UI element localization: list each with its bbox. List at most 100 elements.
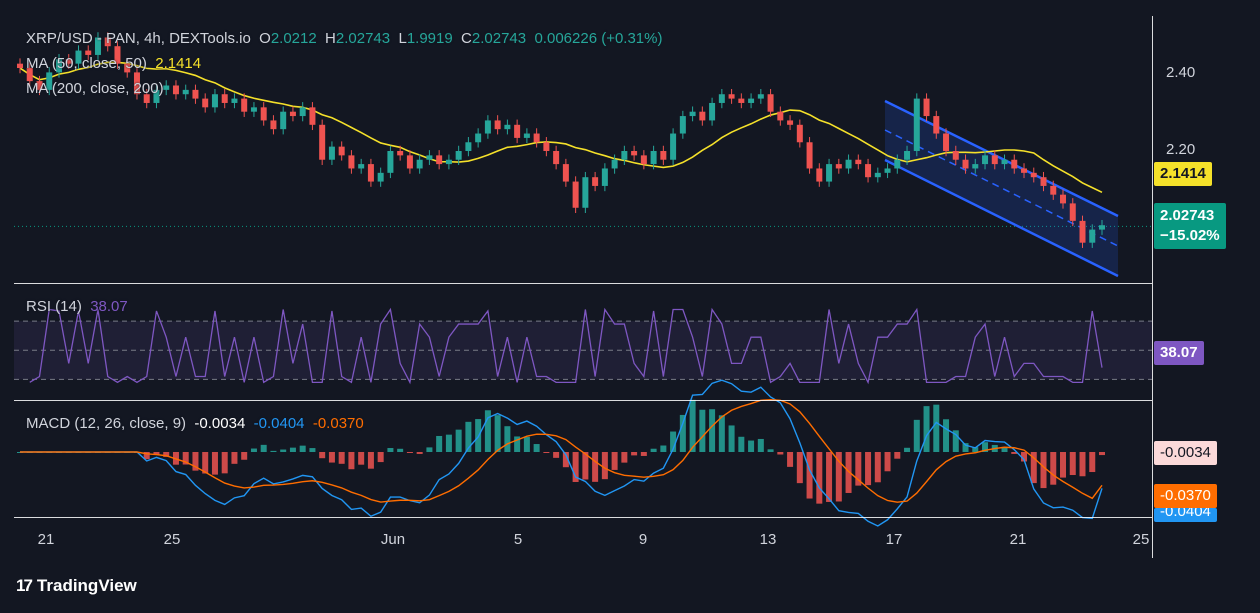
macd-histogram-bar	[1050, 452, 1057, 485]
macd-histogram-bar	[816, 452, 823, 504]
candle-body	[250, 107, 257, 112]
macd-histogram-bar	[1030, 452, 1037, 484]
tradingview-brand: TradingView	[36, 576, 137, 595]
price-tick-220: 2.20	[1166, 141, 1196, 158]
candle-body	[114, 46, 121, 64]
candle-body	[455, 151, 462, 160]
candle-body	[192, 89, 199, 99]
date-label-8: 21	[1009, 531, 1027, 548]
rsi-value: 38.07	[90, 298, 128, 315]
macd-histogram-bar	[874, 452, 881, 483]
ma50-legend[interactable]: MA (50, close, 50) 2.1414	[26, 55, 201, 72]
candle-body	[562, 164, 569, 182]
candle-body	[621, 151, 628, 160]
candle-body	[1079, 220, 1086, 243]
macd-histogram-bar	[865, 452, 872, 486]
macd-histogram-bar	[504, 426, 511, 452]
candle-body	[85, 50, 92, 55]
macd-histogram-bar	[1089, 452, 1096, 473]
candle-body	[153, 89, 160, 103]
macd-histogram-bar	[855, 452, 862, 486]
candle-body	[894, 159, 901, 169]
macd-hist-value: -0.0034	[194, 415, 246, 432]
macd-histogram-bar	[543, 452, 550, 453]
rsi-pane-divider[interactable]	[14, 283, 1152, 284]
candle-body	[972, 164, 979, 169]
candle-body	[377, 172, 384, 182]
candle-body	[484, 120, 491, 134]
macd-histogram-bar	[728, 425, 735, 452]
candle-body	[601, 168, 608, 186]
macd-histogram-bar	[913, 419, 920, 452]
macd-histogram-bar	[962, 443, 969, 452]
candle-body	[26, 68, 33, 82]
macd-histogram-bar	[241, 452, 248, 460]
candle-body	[835, 164, 842, 169]
macd-legend[interactable]: MACD (12, 26, close, 9) -0.0034 -0.0404 …	[26, 415, 364, 432]
channel-mid-line	[884, 129, 1119, 247]
ma200-legend[interactable]: MA (200, close, 200)	[26, 80, 164, 97]
date-label-7: 17	[885, 531, 903, 548]
candle-body	[1060, 194, 1067, 204]
macd-histogram-bar	[299, 445, 306, 452]
rsi-line	[29, 307, 1103, 385]
rsi-tag: 38.07	[1154, 341, 1204, 365]
macd-signal-line	[20, 398, 1103, 503]
candle-body	[796, 124, 803, 143]
candle-body	[1099, 225, 1105, 230]
ohlc-l-label: L	[398, 30, 407, 47]
macd-histogram-bar	[884, 452, 891, 472]
macd-histogram-bar	[631, 452, 638, 456]
candle-body	[133, 72, 140, 95]
candle-body	[923, 98, 930, 117]
candle-body	[523, 133, 530, 138]
candle-body	[416, 159, 423, 169]
channel-upper-line	[884, 99, 1119, 218]
candle-body	[280, 111, 287, 130]
macd-histogram-bar	[514, 436, 521, 452]
rsi-legend[interactable]: RSI (14) 38.07	[26, 298, 128, 315]
tradingview-logo[interactable]: 17 TradingView	[16, 576, 137, 596]
candle-body	[182, 89, 189, 95]
macd-histogram-bar	[1040, 452, 1047, 489]
candle-body	[124, 63, 131, 73]
macd-histogram-bar	[601, 452, 608, 480]
candle-body	[348, 155, 355, 169]
symbol-title: XRP/USD - PAN, 4h, DEXTools.io	[26, 30, 251, 47]
macd-histogram-bar	[387, 448, 394, 452]
candle-body	[65, 59, 72, 64]
macd-histogram-bar	[280, 449, 287, 452]
macd-histogram-bar	[1021, 452, 1028, 462]
last-price: 2.02743	[1160, 207, 1215, 224]
macd-histogram-bar	[153, 452, 160, 455]
macd-histogram-bar	[796, 452, 803, 484]
macd-histogram-bar	[1099, 452, 1105, 456]
macd-pane-divider[interactable]	[14, 400, 1152, 401]
price-axis-border	[1152, 16, 1153, 558]
candle-body	[1011, 159, 1018, 169]
candle-body	[991, 155, 998, 165]
macd-histogram-bar	[660, 445, 667, 452]
macd-histogram-bar	[289, 447, 296, 452]
candle-body	[494, 120, 501, 130]
macd-histogram-bar	[933, 404, 940, 452]
symbol-legend[interactable]: XRP/USD - PAN, 4h, DEXTools.io O2.0212 H…	[26, 30, 662, 47]
candle-body	[445, 159, 452, 165]
candle-body	[1030, 172, 1037, 178]
axis-corner	[1153, 529, 1259, 558]
candle-body	[55, 59, 62, 73]
candle-body	[436, 155, 443, 165]
candle-body	[231, 98, 238, 103]
candle-body	[728, 94, 735, 99]
candle-body	[1089, 229, 1096, 243]
macd-histogram-bar	[640, 452, 647, 456]
date-label-3: Jun	[380, 531, 406, 548]
candle-body	[1001, 159, 1008, 165]
date-label-1: 21	[37, 531, 55, 548]
candle-body	[582, 177, 589, 208]
candle-body	[884, 168, 891, 173]
macd-histogram-bar	[426, 447, 433, 452]
macd-histogram-bar	[572, 452, 579, 482]
